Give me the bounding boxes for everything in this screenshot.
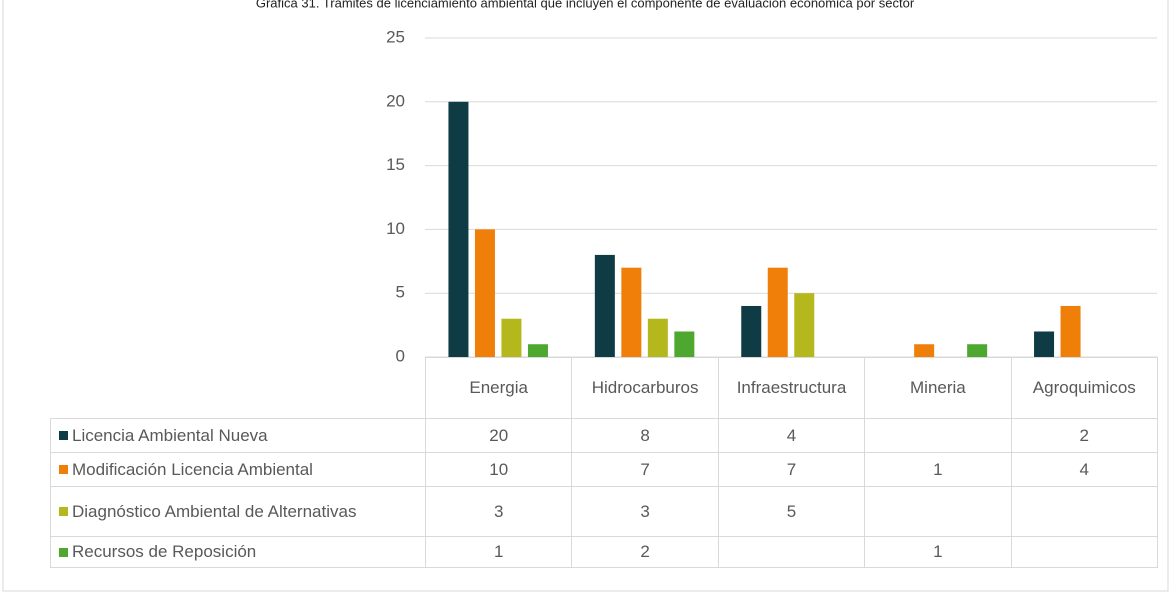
bar [1034,331,1055,357]
table-value: 1 [864,536,1012,568]
legend-entry: Licencia Ambiental Nueva [50,418,426,453]
y-tick-label: 10 [386,219,405,238]
table-value [864,418,1012,453]
bar [527,344,548,357]
y-tick-label: 15 [386,155,405,174]
table-value: 7 [571,452,719,487]
table-value: 3 [571,486,719,537]
table-value [1010,536,1158,568]
legend-label: Modificación Licencia Ambiental [72,459,313,479]
legend-entry: Modificación Licencia Ambiental [50,452,426,487]
table-value: 2 [571,536,719,568]
table-value: 20 [425,418,573,453]
bar [741,305,762,357]
table-value: 2 [1010,418,1158,453]
table-value [864,486,1012,537]
table-value: 1 [425,536,573,568]
bar [1060,305,1081,357]
table-value: 1 [864,452,1012,487]
x-tick-label: Infraestructura [717,357,866,419]
table-value [1010,486,1158,537]
table-value: 7 [717,452,866,487]
x-tick-label: Energia [425,357,573,419]
legend-swatch [59,547,68,557]
table-value [717,536,866,568]
y-tick-label: 5 [396,283,405,302]
table-value: 4 [717,418,866,453]
bar [448,101,469,357]
bar [594,254,615,357]
legend-label: Diagnóstico Ambiental de Alternativas [72,501,357,521]
table-value: 4 [1010,452,1158,487]
legend-entry: Recursos de Reposición [50,536,426,568]
bar [967,344,988,357]
table-value: 10 [425,452,573,487]
bar [674,331,695,357]
bar [794,293,815,357]
legend-label: Recursos de Reposición [72,542,257,561]
chart-title: Gráfica 31. Trámites de licenciamiento a… [256,0,915,10]
x-tick-label: Hidrocarburos [571,357,719,419]
table-value: 8 [571,418,719,453]
legend-entry: Diagnóstico Ambiental de Alternativas [50,486,426,537]
bar [914,344,935,357]
table-value: 5 [717,486,866,537]
y-tick-label: 25 [386,27,405,46]
legend-swatch [59,431,68,440]
bar [501,318,522,357]
legend-label: Licencia Ambiental Nueva [72,425,268,445]
x-tick-label: Mineria [864,357,1012,419]
x-tick-label: Agroquimicos [1010,357,1158,419]
bar [767,267,788,357]
bar [621,267,642,357]
bar [474,229,495,357]
table-value: 3 [425,486,573,537]
y-tick-label: 0 [396,346,405,365]
y-tick-label: 20 [386,91,405,110]
bar [647,318,668,357]
legend-swatch [59,507,68,516]
legend-swatch [59,465,68,474]
